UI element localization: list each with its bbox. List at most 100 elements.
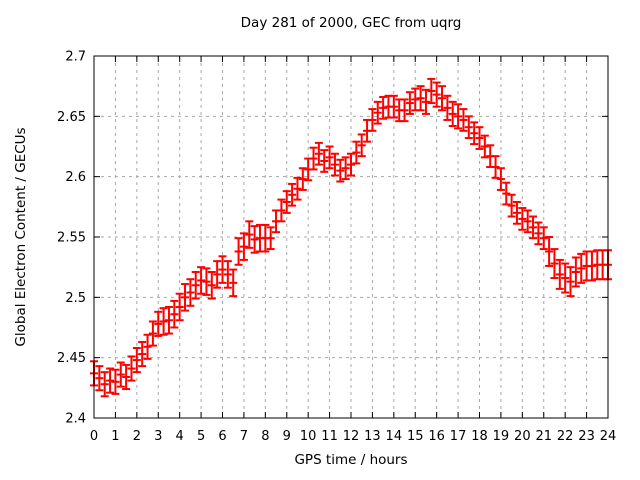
error-bar [373, 100, 382, 125]
error-bar [480, 134, 489, 159]
x-tick-label: 16 [428, 429, 445, 444]
error-bar [550, 248, 559, 280]
y-tick-label: 2.4 [65, 412, 86, 427]
error-bar [320, 149, 329, 173]
x-tick-label: 23 [578, 429, 595, 444]
plot-frame [93, 55, 609, 419]
error-bar [475, 126, 484, 150]
x-tick-label: 24 [600, 429, 617, 444]
error-bar [234, 237, 243, 266]
x-tick-label: 7 [240, 429, 248, 444]
error-bar [138, 340, 147, 368]
error-bar [148, 320, 157, 347]
error-bar [470, 121, 479, 146]
y-axis-label: Global Electron Content / GECUs [13, 127, 29, 346]
x-tick-label: 19 [493, 429, 510, 444]
x-tick-label: 18 [471, 429, 488, 444]
error-bar [175, 292, 184, 322]
x-tick-label: 9 [283, 429, 291, 444]
error-bar [416, 85, 425, 112]
x-tick-label: 11 [321, 429, 338, 444]
error-bar [336, 158, 345, 183]
error-bar [191, 270, 200, 300]
grid-layer [94, 56, 608, 418]
error-bar [561, 262, 570, 294]
error-bar [427, 77, 436, 105]
error-bar [438, 85, 447, 112]
error-bar [207, 270, 216, 300]
error-bar [250, 225, 259, 254]
x-tick-label: 5 [197, 429, 205, 444]
x-tick-label: 13 [364, 429, 381, 444]
x-tick-label: 4 [176, 429, 184, 444]
y-tick-label: 2.5 [65, 291, 86, 306]
error-bar [223, 260, 232, 289]
error-bar [282, 190, 291, 214]
error-bar [181, 283, 190, 312]
error-bar [379, 96, 388, 120]
error-bar [357, 133, 366, 158]
tick-label-layer: 0 1 2 3 4 5 6 7 8 9 10 11 12 13 14 15 16 17 18 19 20 21 22 23 24… [57, 50, 616, 445]
y-tick-label: 2.45 [57, 351, 86, 366]
error-bar [298, 167, 307, 191]
error-bar [186, 278, 195, 307]
error-bar [330, 152, 339, 177]
error-bar [443, 94, 452, 121]
error-bar [555, 258, 564, 290]
error-bar [95, 365, 104, 392]
error-bar [106, 367, 115, 394]
x-tick-label: 6 [218, 429, 226, 444]
error-bar [421, 88, 430, 115]
error-bar [400, 98, 409, 123]
x-tick-label: 0 [90, 429, 98, 444]
error-bar [143, 333, 152, 360]
error-bar [491, 155, 500, 179]
error-bar [577, 252, 586, 284]
chart-title: Day 281 of 2000, GEC from uqrg [241, 15, 462, 31]
x-tick-label: 17 [450, 429, 467, 444]
error-bar [368, 108, 377, 132]
data-series-layer [90, 77, 612, 398]
error-bar [432, 81, 441, 108]
error-bar [352, 140, 361, 165]
error-bar [293, 176, 302, 201]
error-bar [314, 141, 323, 166]
error-bar [170, 299, 179, 329]
error-bar [347, 152, 355, 177]
error-bar [159, 307, 168, 336]
error-bar [405, 91, 414, 115]
error-bar [448, 100, 457, 127]
error-bar [459, 108, 468, 132]
error-bar [197, 266, 206, 295]
x-tick-label: 1 [111, 429, 119, 444]
x-tick-label: 15 [407, 429, 424, 444]
error-bar [496, 167, 505, 191]
error-bar [122, 363, 131, 391]
x-tick-label: 20 [514, 429, 531, 444]
x-tick-label: 3 [154, 429, 162, 444]
error-bar [245, 220, 254, 249]
error-bar [164, 305, 173, 335]
error-bar [523, 209, 532, 234]
error-bar [587, 250, 596, 282]
y-tick-label: 2.7 [65, 50, 86, 65]
error-bar [454, 103, 463, 130]
error-bar [566, 266, 575, 298]
error-bar [213, 260, 222, 289]
error-bar [202, 267, 211, 296]
error-bar [529, 215, 538, 240]
error-bar [512, 201, 521, 225]
x-tick-label: 8 [261, 429, 269, 444]
x-tick-label: 22 [557, 429, 574, 444]
error-bar [464, 115, 473, 140]
error-bar [534, 221, 543, 246]
error-bar [288, 182, 297, 207]
x-tick-label: 12 [343, 429, 360, 444]
x-tick-label: 10 [300, 429, 317, 444]
axes-frame-layer [93, 55, 609, 419]
error-bar [116, 361, 125, 388]
error-bar [309, 146, 318, 171]
error-bar [100, 371, 109, 398]
